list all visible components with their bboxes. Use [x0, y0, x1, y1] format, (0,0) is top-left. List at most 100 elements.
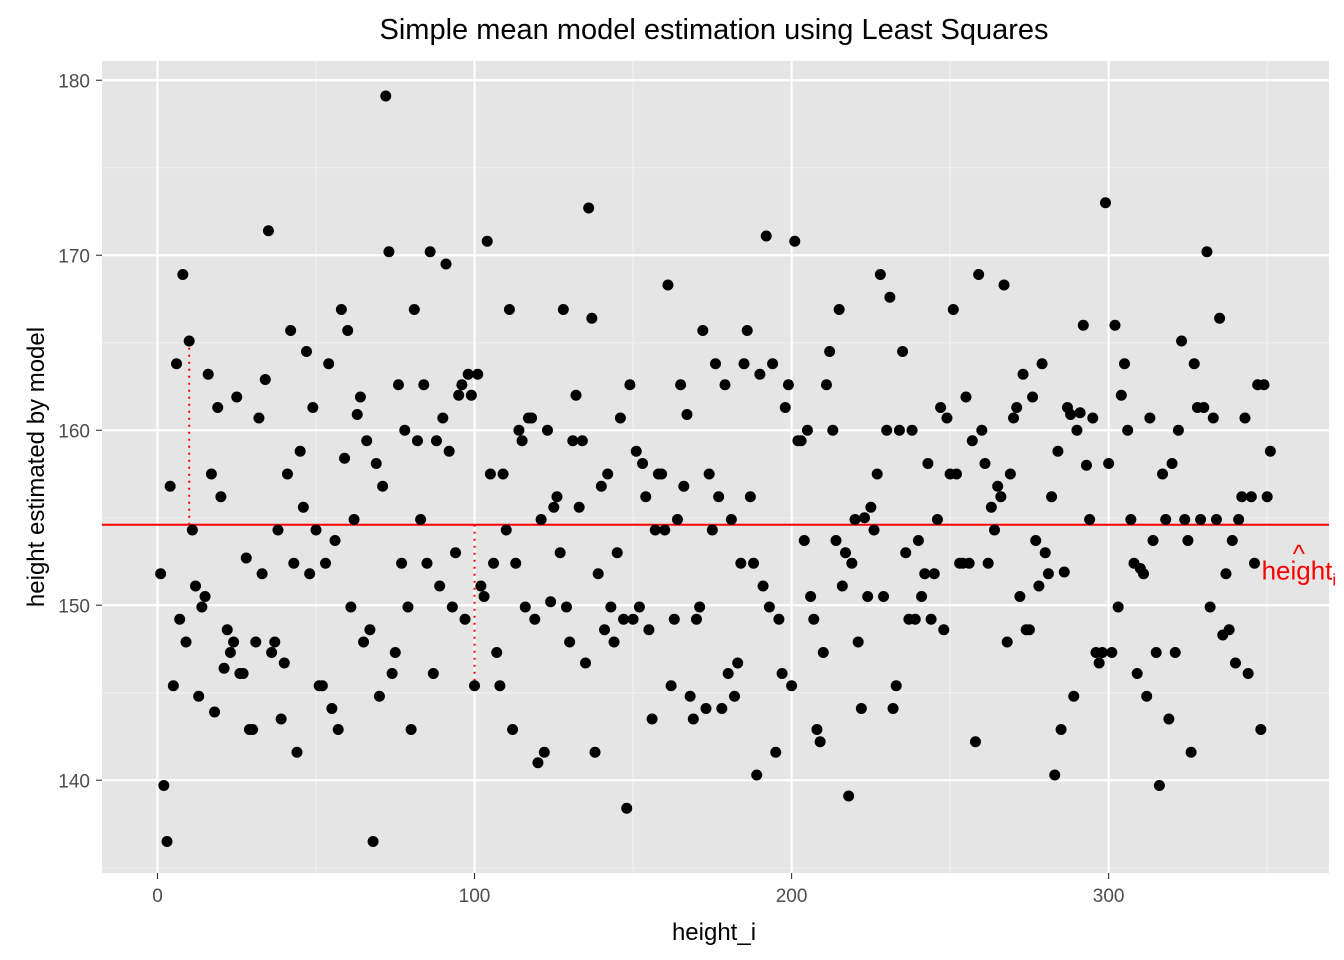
data-point: [722, 668, 734, 679]
data-point: [256, 568, 268, 580]
data-point: [541, 424, 553, 436]
data-point: [1046, 491, 1058, 503]
data-point: [193, 690, 205, 702]
data-point: [481, 235, 493, 247]
data-point: [1115, 389, 1127, 401]
data-point: [364, 624, 376, 636]
data-point: [453, 389, 465, 401]
data-point: [1141, 690, 1153, 702]
data-point: [992, 480, 1004, 492]
annotation-text: height: [1262, 555, 1334, 585]
data-point: [1004, 468, 1016, 480]
data-point: [852, 636, 864, 648]
data-point: [649, 524, 661, 536]
data-point: [202, 368, 214, 380]
data-point: [741, 325, 753, 336]
data-point: [446, 601, 458, 613]
data-point: [1236, 491, 1248, 503]
data-point: [611, 547, 623, 559]
data-point: [291, 746, 303, 758]
data-point: [1195, 514, 1207, 525]
data-point: [1214, 312, 1226, 324]
data-point: [402, 601, 414, 613]
data-point: [871, 468, 883, 480]
data-point: [906, 424, 918, 436]
data-point: [586, 312, 598, 324]
data-point: [1112, 601, 1124, 613]
data-point: [351, 409, 363, 420]
data-point: [281, 468, 293, 480]
data-point: [472, 368, 484, 380]
data-point: [817, 647, 829, 658]
data-point: [599, 624, 611, 636]
data-point: [1207, 412, 1219, 424]
data-point: [1122, 424, 1134, 436]
data-point: [465, 389, 477, 401]
data-point: [1147, 535, 1159, 546]
data-point: [532, 757, 544, 769]
data-point: [1099, 197, 1111, 209]
annotation-label: heighti: [1262, 555, 1337, 589]
data-point: [316, 680, 328, 692]
data-point: [259, 374, 271, 385]
data-point: [824, 346, 836, 357]
data-point: [339, 452, 351, 464]
data-point: [640, 491, 652, 503]
data-point: [671, 514, 683, 525]
plot-panel: [102, 61, 1329, 873]
data-point: [878, 591, 890, 602]
data-point: [763, 601, 775, 613]
data-point: [408, 304, 420, 315]
data-point: [1198, 402, 1210, 413]
data-point: [326, 703, 338, 714]
data-point: [573, 501, 585, 513]
data-point: [1077, 319, 1089, 331]
data-point: [919, 568, 931, 580]
data-point: [684, 690, 696, 702]
data-point: [1176, 335, 1188, 347]
data-point: [881, 424, 893, 436]
data-point: [332, 724, 344, 735]
data-point: [833, 304, 845, 315]
data-point: [786, 680, 798, 692]
data-point: [595, 480, 607, 492]
data-point: [551, 491, 563, 503]
data-point: [386, 668, 398, 679]
data-point: [773, 613, 785, 625]
data-point: [805, 591, 817, 602]
data-point: [377, 480, 389, 492]
data-point: [1153, 780, 1165, 791]
data-point: [776, 668, 788, 679]
data-point: [288, 557, 300, 569]
data-point: [545, 596, 557, 608]
data-point: [732, 657, 744, 669]
data-point: [503, 304, 515, 315]
data-point: [855, 703, 867, 714]
data-point: [754, 368, 766, 380]
y-tick-label: 160: [58, 421, 90, 442]
data-point: [592, 568, 604, 580]
data-point: [380, 90, 392, 102]
data-point: [1027, 391, 1039, 403]
data-point: [1058, 566, 1070, 578]
data-point: [760, 230, 772, 242]
data-point: [862, 591, 874, 602]
data-point: [1248, 557, 1260, 569]
data-point: [1030, 535, 1042, 546]
data-point: [1201, 246, 1213, 258]
data-point: [484, 468, 496, 480]
data-point: [231, 391, 243, 403]
data-point: [1185, 746, 1197, 758]
data-point: [529, 613, 541, 625]
data-point: [218, 662, 230, 674]
x-axis-title: height_i: [672, 919, 756, 946]
data-point: [221, 624, 233, 636]
data-point: [976, 424, 988, 436]
data-point: [643, 624, 655, 636]
data-point: [269, 636, 281, 648]
data-point: [729, 690, 741, 702]
data-point: [1239, 412, 1251, 424]
x-tick-label: 200: [776, 886, 808, 907]
data-point: [392, 379, 404, 391]
